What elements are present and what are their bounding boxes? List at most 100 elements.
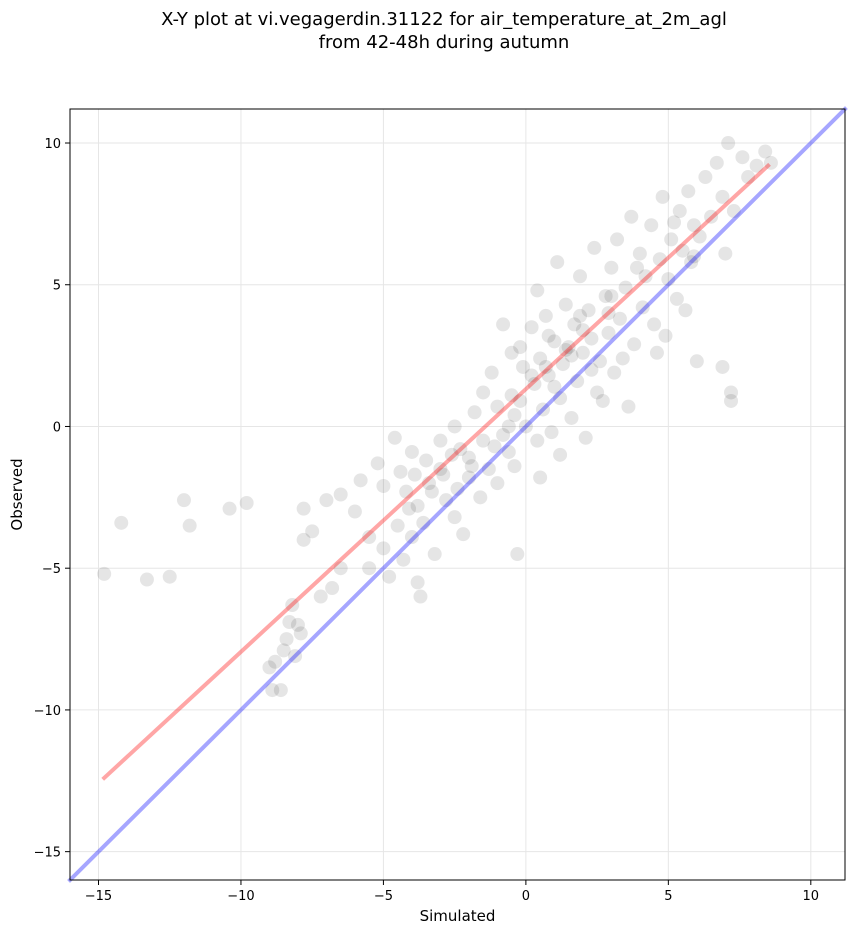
- scatter-point: [433, 433, 448, 448]
- scatter-point: [436, 467, 451, 482]
- scatter-point: [692, 229, 707, 244]
- chart-title-line2: from 42-48h during autumn: [319, 32, 570, 53]
- scatter-point: [612, 311, 627, 326]
- scatter-point: [490, 399, 505, 414]
- scatter-point: [507, 459, 522, 474]
- chart-title-line1: X-Y plot at vi.vegagerdin.31122 for air_…: [161, 9, 727, 30]
- y-tick-label: 10: [44, 137, 61, 152]
- scatter-point: [481, 461, 496, 476]
- scatter-point: [541, 328, 556, 343]
- plot-frame: [69, 108, 846, 881]
- scatter-point: [587, 240, 602, 255]
- scatter-point: [461, 470, 476, 485]
- scatter-point: [390, 518, 405, 533]
- scatter-point: [262, 660, 277, 675]
- scatter-point: [684, 255, 699, 270]
- scatter-points: [97, 136, 778, 698]
- scatter-point: [573, 308, 588, 323]
- scatter-point: [570, 374, 585, 389]
- scatter-point: [376, 478, 391, 493]
- scatter-point: [527, 376, 542, 391]
- y-tick-label: −15: [34, 846, 61, 861]
- scatter-point: [370, 456, 385, 471]
- scatter-point: [724, 393, 739, 408]
- identity-line-blue: [67, 106, 848, 883]
- scatter-point: [333, 561, 348, 576]
- scatter-point: [524, 368, 539, 383]
- scatter-point: [290, 617, 305, 632]
- scatter-point: [444, 447, 459, 462]
- scatter-point: [658, 328, 673, 343]
- scatter-point: [635, 300, 650, 315]
- scatter-point: [404, 444, 419, 459]
- scatter-point: [513, 340, 528, 355]
- scatter-point: [456, 527, 471, 542]
- x-tick-label: 10: [803, 889, 820, 904]
- scatter-point: [288, 649, 303, 664]
- scatter-point: [222, 501, 237, 516]
- scatter-point: [439, 493, 454, 508]
- scatter-point: [325, 581, 340, 596]
- scatter-point: [510, 547, 525, 562]
- scatter-point: [176, 493, 191, 508]
- x-tick-label: 0: [522, 889, 530, 904]
- scatter-point: [416, 515, 431, 530]
- scatter-point: [410, 575, 425, 590]
- scatter-point: [484, 365, 499, 380]
- scatter-point: [590, 385, 605, 400]
- scatter-point: [535, 402, 550, 417]
- scatter-point: [427, 547, 442, 562]
- scatter-point: [376, 541, 391, 556]
- scatter-point: [501, 419, 516, 434]
- scatter-point: [413, 589, 428, 604]
- scatter-point: [584, 331, 599, 346]
- scatter-point: [424, 484, 439, 499]
- scatter-point: [114, 515, 129, 530]
- scatter-point: [533, 470, 548, 485]
- scatter-point: [538, 308, 553, 323]
- x-tick-label: −5: [374, 889, 393, 904]
- y-tick-label: −5: [42, 562, 61, 577]
- scatter-point: [530, 283, 545, 298]
- scatter-point: [387, 430, 402, 445]
- scatter-point: [410, 498, 425, 513]
- scatter-point: [615, 351, 630, 366]
- scatter-point: [279, 632, 294, 647]
- scatter-point: [649, 345, 664, 360]
- scatter-point: [265, 683, 280, 698]
- scatter-point: [268, 654, 283, 669]
- scatter-point: [555, 357, 570, 372]
- scatter-point: [524, 320, 539, 335]
- scatter-point: [621, 399, 636, 414]
- scatter-point: [632, 246, 647, 261]
- scatter-point: [758, 144, 773, 159]
- scatter-point: [561, 340, 576, 355]
- scatter-point: [721, 136, 736, 151]
- scatter-point: [447, 510, 462, 525]
- scatter-point: [686, 218, 701, 233]
- scatter-point: [704, 209, 719, 224]
- scatter-point: [422, 476, 437, 491]
- y-tick-label: 0: [53, 420, 61, 435]
- y-axis-ticks: −15 −10 −5 0 5 10: [34, 137, 70, 861]
- scatter-point: [490, 476, 505, 491]
- scatter-point: [558, 297, 573, 312]
- fit-lines: [67, 106, 848, 883]
- scatter-point: [239, 496, 254, 511]
- scatter-point: [182, 518, 197, 533]
- scatter-point: [504, 388, 519, 403]
- scatter-point: [724, 385, 739, 400]
- scatter-point: [407, 467, 422, 482]
- x-tick-label: −10: [227, 889, 254, 904]
- fit-line-red: [101, 162, 771, 781]
- x-axis-ticks: −15 −10 −5 0 5 10: [85, 880, 819, 904]
- scatter-point: [541, 368, 556, 383]
- scatter-point: [601, 325, 616, 340]
- scatter-point: [698, 170, 713, 185]
- scatter-point: [575, 345, 590, 360]
- scatter-point: [647, 317, 662, 332]
- scatter-point: [319, 493, 334, 508]
- scatter-point: [672, 204, 687, 219]
- scatter-point: [595, 393, 610, 408]
- scatter-point: [507, 408, 522, 423]
